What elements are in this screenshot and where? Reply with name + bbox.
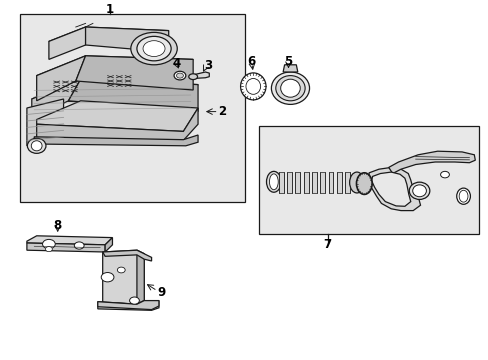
Ellipse shape [266,171,281,192]
Bar [311,172,316,193]
Ellipse shape [275,76,305,101]
Text: 8: 8 [54,219,61,231]
Bar [295,172,300,193]
Polygon shape [68,79,198,112]
Text: 2: 2 [218,105,226,118]
Polygon shape [371,172,410,206]
Ellipse shape [458,190,467,202]
Bar [328,172,333,193]
Text: 3: 3 [203,59,211,72]
Polygon shape [193,72,209,78]
Text: 1: 1 [106,3,114,15]
Polygon shape [37,56,85,101]
Polygon shape [76,56,193,90]
Ellipse shape [131,32,177,65]
Polygon shape [34,135,198,146]
Polygon shape [49,27,85,59]
Bar [345,172,349,193]
Ellipse shape [143,41,165,57]
Bar [286,172,291,193]
Ellipse shape [280,79,300,97]
Polygon shape [27,243,105,252]
Text: 6: 6 [247,55,255,68]
Ellipse shape [356,173,371,194]
Polygon shape [102,250,144,304]
Ellipse shape [188,74,197,80]
Text: 5: 5 [284,55,292,68]
Ellipse shape [27,138,46,153]
Polygon shape [27,236,112,245]
Polygon shape [137,250,144,304]
Circle shape [74,242,84,249]
Circle shape [129,297,139,304]
Bar [303,172,308,193]
Polygon shape [37,56,193,81]
Circle shape [42,239,55,249]
Circle shape [101,273,114,282]
Bar [278,172,283,193]
Polygon shape [105,238,112,252]
Ellipse shape [408,182,429,199]
Polygon shape [85,27,168,52]
Circle shape [117,267,125,273]
Polygon shape [98,301,159,310]
Circle shape [45,247,52,252]
Ellipse shape [245,78,260,94]
Polygon shape [98,301,159,310]
Ellipse shape [240,73,265,100]
Ellipse shape [137,36,171,61]
Polygon shape [367,167,420,211]
Polygon shape [32,79,81,119]
Polygon shape [283,65,297,72]
Polygon shape [102,250,151,261]
Circle shape [440,171,448,178]
Text: 7: 7 [323,238,331,251]
Ellipse shape [31,141,42,151]
Polygon shape [37,108,198,140]
Ellipse shape [456,188,469,204]
Bar [259,126,478,234]
Polygon shape [49,27,168,49]
Circle shape [176,73,183,78]
Text: 9: 9 [157,286,165,299]
Ellipse shape [269,174,278,190]
Circle shape [174,71,185,80]
Bar [320,172,325,193]
Bar [20,14,244,202]
Polygon shape [388,151,474,174]
Ellipse shape [271,72,309,104]
Text: 4: 4 [173,57,181,69]
Polygon shape [27,99,63,146]
Ellipse shape [349,172,364,193]
Polygon shape [32,79,198,108]
Ellipse shape [412,185,426,197]
Bar [336,172,341,193]
Polygon shape [37,101,198,131]
